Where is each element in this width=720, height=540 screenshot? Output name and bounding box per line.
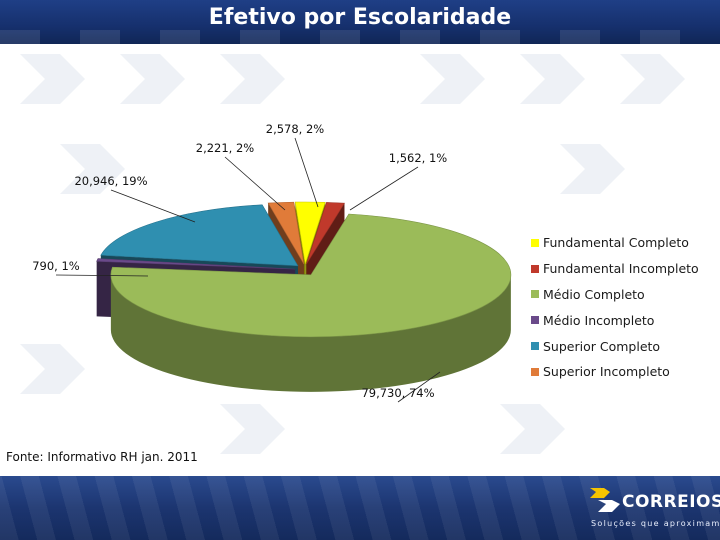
legend-label: Superior Completo <box>543 338 661 354</box>
legend-item: Médio Incompleto <box>531 307 716 333</box>
legend-label: Fundamental Incompleto <box>543 261 699 277</box>
leader-line <box>294 137 319 208</box>
title-band <box>0 0 720 44</box>
legend-swatch <box>531 264 539 273</box>
data-label: 2,221, 2% <box>196 141 255 155</box>
brand-name: CORREIOS <box>622 492 720 512</box>
pie-slice <box>100 204 299 267</box>
leader-line <box>349 166 419 211</box>
leader-line <box>110 189 196 223</box>
legend-item: Superior Incompleto <box>531 359 716 385</box>
data-label: 1,562, 1% <box>389 151 448 165</box>
pie-slice <box>110 213 512 338</box>
leader-line <box>224 156 286 211</box>
leader-line <box>55 274 149 277</box>
footer-band <box>0 476 720 540</box>
legend-item: Médio Completo <box>531 282 716 308</box>
correios-logo-icon <box>590 488 620 512</box>
leader-line <box>397 371 441 403</box>
legend-swatch <box>531 238 539 247</box>
source-note: Fonte: Informativo RH jan. 2011 <box>6 450 198 464</box>
legend-swatch <box>531 342 539 351</box>
correios-logo: CORREIOS Soluções que aproximam <box>588 488 720 534</box>
data-label: 790, 1% <box>32 259 80 273</box>
pie-slice <box>267 201 305 265</box>
legend-item: Fundamental Incompleto <box>531 256 716 282</box>
legend-swatch <box>531 290 539 299</box>
slide-title: Efetivo por Escolaridade <box>208 5 512 30</box>
legend-label: Médio Incompleto <box>543 312 655 328</box>
pie-slice <box>294 201 326 265</box>
data-label: 79,730, 74% <box>361 386 434 400</box>
data-label: 2,578, 2% <box>266 122 325 136</box>
pie-slice <box>306 202 345 265</box>
chart-legend: Fundamental Completo Fundamental Incomple… <box>531 230 716 385</box>
legend-label: Médio Completo <box>543 286 645 302</box>
legend-item: Fundamental Completo <box>531 230 716 256</box>
legend-swatch <box>531 367 539 376</box>
legend-label: Fundamental Completo <box>543 235 689 251</box>
data-label: 20,946, 19% <box>74 174 147 188</box>
legend-item: Superior Completo <box>531 333 716 359</box>
pie-slice <box>96 258 296 270</box>
pie-slice-side <box>110 274 511 392</box>
brand-tagline: Soluções que aproximam <box>591 519 720 528</box>
legend-swatch <box>531 316 539 325</box>
legend-label: Superior Incompleto <box>543 364 670 380</box>
